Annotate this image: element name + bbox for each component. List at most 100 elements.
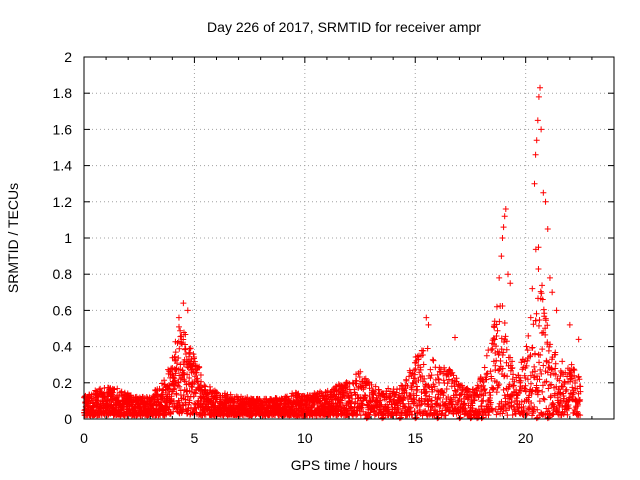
data-point [569, 384, 576, 391]
data-point [499, 351, 506, 358]
data-point [483, 376, 490, 383]
data-point [414, 383, 421, 390]
data-point [502, 206, 509, 213]
data-point [500, 349, 507, 356]
data-point [577, 412, 584, 419]
data-point [556, 386, 563, 393]
data-point [481, 385, 488, 392]
data-point [522, 375, 529, 382]
data-point [479, 414, 486, 421]
data-point [546, 274, 553, 281]
data-point [503, 407, 510, 414]
data-point [492, 343, 499, 350]
data-point [499, 365, 506, 372]
data-point [184, 307, 191, 314]
data-point [493, 303, 500, 310]
data-point [534, 414, 541, 421]
data-point [538, 370, 545, 377]
data-point [173, 360, 180, 367]
data-point [511, 378, 518, 385]
data-point [470, 386, 477, 393]
data-point [482, 390, 489, 397]
data-point [180, 300, 187, 307]
data-point [568, 361, 575, 368]
data-point [431, 383, 438, 390]
data-point [409, 411, 416, 418]
data-point [572, 380, 579, 386]
data-point [378, 401, 385, 408]
data-point [175, 323, 182, 330]
data-point [527, 314, 534, 321]
data-point [549, 366, 556, 373]
data-point [553, 307, 560, 314]
data-point [499, 302, 506, 309]
data-point [420, 361, 427, 368]
data-point [343, 383, 350, 390]
data-point [539, 382, 546, 389]
data-point [175, 354, 182, 361]
data-point [556, 377, 563, 384]
data-point [399, 397, 406, 404]
data-point [357, 368, 364, 375]
axis-ticks: 0 5 10 15 20 0 0.2 0.4 0.6 0.8 1 1.2 1.4 1.6 1.8 2 [53, 49, 615, 446]
data-point [564, 411, 571, 418]
data-point [444, 380, 451, 387]
data-point [507, 280, 514, 287]
data-point [97, 385, 104, 392]
data-point [480, 382, 487, 389]
data-point [493, 389, 500, 396]
data-point [349, 379, 356, 386]
data-point [533, 310, 540, 317]
data-point [538, 290, 545, 297]
data-point [537, 84, 544, 91]
y-tick-label: 2 [64, 49, 72, 65]
data-point [408, 386, 415, 393]
data-point [498, 253, 505, 260]
data-point [194, 375, 201, 382]
data-point [425, 382, 432, 389]
data-point [557, 400, 564, 407]
data-point [451, 387, 458, 394]
data-point [501, 320, 508, 327]
data-point [496, 350, 503, 357]
data-point [437, 394, 444, 401]
data-point [509, 364, 516, 371]
data-point [161, 377, 168, 384]
data-point [542, 315, 549, 322]
data-point [571, 367, 578, 374]
data-point [187, 349, 194, 356]
data-point [557, 389, 564, 396]
data-point [424, 412, 431, 419]
data-point [186, 374, 193, 381]
data-point [541, 310, 548, 317]
data-point [409, 379, 416, 386]
data-point [561, 409, 568, 416]
data-point [517, 377, 524, 384]
data-point [577, 396, 584, 403]
data-point [88, 395, 95, 402]
data-point [182, 341, 189, 348]
data-point [542, 325, 549, 332]
data-point [300, 392, 307, 399]
data-point [577, 388, 584, 395]
data-point [450, 372, 457, 379]
data-point [523, 411, 530, 418]
data-point [546, 382, 553, 389]
data-point [539, 296, 546, 303]
data-point [525, 332, 532, 339]
data-point [174, 382, 181, 389]
data-point [416, 406, 423, 413]
data-point [562, 388, 569, 395]
data-point [497, 357, 504, 364]
data-point [566, 321, 573, 328]
data-point [523, 343, 530, 350]
data-point [505, 271, 511, 278]
data-point [338, 397, 345, 404]
data-point [424, 345, 431, 352]
data-point [413, 414, 420, 421]
data-point [517, 388, 524, 395]
data-point [349, 395, 356, 402]
data-point [537, 366, 544, 373]
data-point [534, 117, 541, 124]
y-tick-label: 0.6 [53, 302, 73, 318]
